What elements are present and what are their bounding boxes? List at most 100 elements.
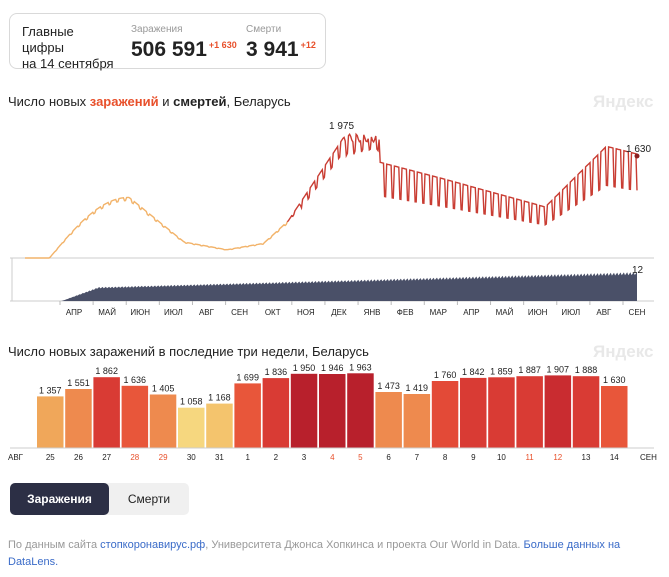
month-tick-label: МАР (430, 308, 447, 317)
month-tick-label: ИЮЛ (561, 308, 580, 317)
bar[interactable] (488, 377, 515, 448)
bar-value-label: 1 859 (490, 366, 513, 376)
summary-card: Главные цифры на 14 сентября Заражения 5… (9, 13, 326, 71)
bar-value-label: 1 405 (152, 384, 175, 394)
bar[interactable] (544, 375, 572, 448)
last-value-dot (634, 153, 640, 159)
summary-label-line2: на 14 сентября (22, 56, 114, 71)
deaths-metric: Смерти 3 941 +12 (246, 24, 316, 62)
bar[interactable] (121, 385, 149, 448)
month-tick-label: ЯНВ (364, 308, 381, 317)
month-tick-label: АПР (463, 308, 479, 317)
day-tick-label: 8 (443, 453, 448, 462)
day-tick-label: 4 (330, 453, 335, 462)
month-start-label: АВГ (8, 453, 24, 462)
bar[interactable] (262, 378, 290, 448)
source-link-stopcoronavirus[interactable]: стопкоронавирус.рф (100, 539, 206, 551)
bar[interactable] (572, 376, 600, 448)
month-tick-label: ДЕК (331, 308, 347, 317)
bar[interactable] (178, 407, 205, 448)
bar[interactable] (431, 381, 459, 448)
day-tick-label: 30 (187, 453, 196, 462)
bar[interactable] (601, 386, 628, 448)
month-tick-label: НОЯ (297, 308, 315, 317)
day-tick-label: 11 (525, 453, 534, 462)
deaths-delta: +12 (300, 40, 316, 50)
bar-value-label: 1 551 (67, 378, 90, 388)
bar-value-label: 1 887 (518, 365, 541, 375)
bar[interactable] (149, 394, 177, 449)
bar-value-label: 1 760 (434, 370, 457, 380)
footer-middle: , Университета Джонса Хопкинса и проекта… (205, 539, 524, 551)
bar[interactable] (65, 389, 92, 448)
bar[interactable] (37, 396, 64, 448)
bar-value-label: 1 888 (575, 365, 598, 375)
bar-value-label: 1 168 (208, 393, 231, 403)
peak-label: 1 975 (329, 121, 354, 132)
bar-value-label: 1 963 (349, 362, 372, 372)
deaths-caption: Смерти (246, 24, 282, 35)
month-tick-label: МАЙ (496, 308, 514, 317)
footer-prefix: По данным сайта (8, 539, 101, 551)
cases-line-early (25, 196, 288, 259)
bar[interactable] (347, 373, 374, 448)
bar[interactable] (234, 383, 261, 448)
bar-value-label: 1 950 (293, 363, 316, 373)
month-tick-label: ФЕВ (397, 308, 414, 317)
bar[interactable] (375, 392, 402, 448)
month-tick-label: АВГ (596, 308, 612, 317)
month-tick-label: МАЙ (98, 308, 116, 317)
day-tick-label: 28 (130, 453, 139, 462)
tab-cases[interactable]: Заражения (10, 483, 109, 515)
deaths-value: 3 941 (246, 38, 299, 61)
bar-value-label: 1 946 (321, 363, 344, 373)
bar[interactable] (206, 403, 233, 448)
day-tick-label: 10 (497, 453, 506, 462)
month-tick-label: ОКТ (265, 308, 281, 317)
chart1-title-part2: и (158, 94, 174, 109)
chart1-x-axis: АПР МАЙ ИЮН ИЮЛ АВГ СЕН ОКТ НОЯ ДЕК ЯНВ ФЕВ МАР АПР М… (59, 301, 646, 317)
chart1-title-part1: Число новых (8, 94, 90, 109)
bar[interactable] (290, 373, 318, 448)
bar-value-label: 1 907 (547, 364, 570, 374)
bar-value-label: 1 699 (236, 372, 259, 382)
day-tick-label: 9 (471, 453, 476, 462)
day-tick-label: 3 (302, 453, 307, 462)
day-tick-label: 6 (386, 453, 391, 462)
bar-value-label: 1 630 (603, 375, 626, 385)
month-end-label: СЕН (640, 453, 657, 462)
chart1-title-cases: заражений (89, 94, 159, 109)
bar[interactable] (516, 376, 543, 448)
bar[interactable] (319, 374, 346, 448)
chart1-title: Число новых заражений и смертей, Беларус… (8, 94, 291, 109)
month-tick-label: АПР (66, 308, 82, 317)
day-tick-label: 7 (415, 453, 420, 462)
bar[interactable] (93, 377, 120, 448)
month-tick-label: СЕН (231, 308, 248, 317)
bar-value-label: 1 842 (462, 367, 485, 377)
chart1-title-part3: , Беларусь (226, 94, 291, 109)
month-tick-label: ИЮЛ (164, 308, 183, 317)
bar-value-label: 1 836 (265, 367, 288, 377)
bar[interactable] (460, 377, 487, 448)
day-tick-label: 12 (553, 453, 562, 462)
month-tick-label: ИЮН (130, 308, 150, 317)
day-tick-label: 29 (159, 453, 168, 462)
tab-deaths[interactable]: Смерти (127, 492, 171, 506)
cases-metric: Заражения 506 591 +1 630 (131, 24, 237, 62)
bar-value-label: 1 862 (95, 366, 118, 376)
cases-value: 506 591 (131, 38, 207, 61)
cases-delta: +1 630 (208, 40, 237, 50)
datalens-link[interactable]: Больше данных на DataLens. (8, 539, 621, 568)
month-tick-label: СЕН (629, 308, 646, 317)
day-tick-label: 5 (358, 453, 363, 462)
chart2-title: Число новых заражений в последние три не… (8, 344, 369, 359)
deaths-area (25, 272, 637, 301)
cases-line-late (286, 132, 638, 227)
day-tick-label: 13 (582, 453, 591, 462)
bar[interactable] (403, 394, 431, 448)
day-tick-label: 31 (215, 453, 224, 462)
day-tick-label: 2 (274, 453, 279, 462)
bar-value-label: 1 058 (180, 397, 203, 407)
